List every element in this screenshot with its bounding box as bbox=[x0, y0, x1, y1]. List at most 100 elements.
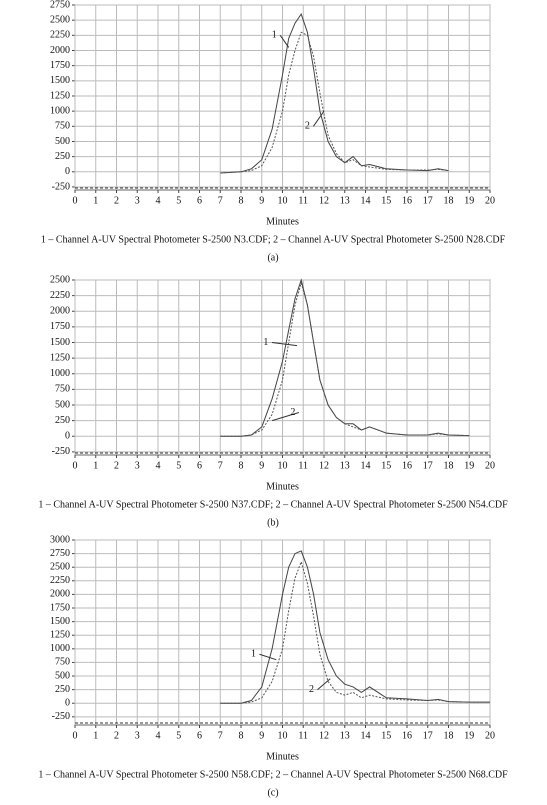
x-tick-label: 9 bbox=[259, 195, 264, 206]
x-axis-title: Minutes bbox=[266, 751, 299, 762]
y-tick-label: 3000 bbox=[50, 534, 70, 545]
x-tick-label: 7 bbox=[218, 730, 223, 741]
annotation-leader bbox=[312, 110, 325, 127]
x-tick-label: 16 bbox=[402, 460, 412, 471]
y-tick-label: 1500 bbox=[50, 337, 70, 348]
x-tick-label: 14 bbox=[361, 730, 371, 741]
x-tick-label: 11 bbox=[298, 195, 308, 206]
x-tick-label: 19 bbox=[464, 730, 474, 741]
x-axis-title: Minutes bbox=[266, 216, 299, 227]
y-tick-label: 250 bbox=[55, 151, 70, 162]
x-tick-label: 8 bbox=[239, 730, 244, 741]
y-tick-label: 500 bbox=[55, 399, 70, 410]
y-tick-label: 0 bbox=[65, 166, 70, 177]
y-tick-label: 1500 bbox=[50, 616, 70, 627]
x-tick-label: 13 bbox=[340, 730, 350, 741]
x-tick-label: 15 bbox=[381, 730, 391, 741]
x-tick-label: 10 bbox=[278, 460, 288, 471]
caption: 1 – Channel A-UV Spectral Photometer S-2… bbox=[38, 769, 508, 780]
x-tick-label: 8 bbox=[239, 460, 244, 471]
caption: 1 – Channel A-UV Spectral Photometer S-2… bbox=[41, 234, 506, 245]
x-tick-label: 2 bbox=[114, 195, 119, 206]
y-tick-label: 2000 bbox=[50, 589, 70, 600]
x-tick-label: 19 bbox=[464, 195, 474, 206]
y-tick-label: 0 bbox=[65, 431, 70, 442]
annotation-leader bbox=[271, 412, 300, 422]
y-tick-label: 1250 bbox=[50, 352, 70, 363]
x-tick-label: 11 bbox=[298, 730, 308, 741]
annotation-leader bbox=[271, 342, 298, 347]
x-tick-label: 17 bbox=[423, 730, 433, 741]
x-tick-label: 18 bbox=[444, 195, 454, 206]
x-tick-label: 18 bbox=[444, 730, 454, 741]
x-tick-label: 15 bbox=[381, 195, 391, 206]
y-tick-label: 2500 bbox=[50, 274, 70, 285]
x-tick-label: 14 bbox=[361, 195, 371, 206]
y-tick-label: -250 bbox=[52, 181, 70, 192]
y-tick-label: 500 bbox=[55, 136, 70, 147]
x-tick-label: 3 bbox=[135, 195, 140, 206]
annotation: 1 bbox=[272, 30, 277, 41]
x-tick-label: 9 bbox=[259, 730, 264, 741]
x-tick-label: 13 bbox=[340, 460, 350, 471]
x-tick-label: 5 bbox=[176, 730, 181, 741]
x-tick-label: 4 bbox=[156, 730, 161, 741]
x-tick-label: 16 bbox=[402, 730, 412, 741]
y-tick-label: 1000 bbox=[50, 643, 70, 654]
y-tick-label: 750 bbox=[55, 384, 70, 395]
panel-label: (a) bbox=[267, 252, 278, 263]
y-tick-label: 500 bbox=[55, 670, 70, 681]
y-tick-label: 2500 bbox=[50, 562, 70, 573]
x-tick-label: 5 bbox=[176, 460, 181, 471]
annotation-leader bbox=[317, 678, 331, 691]
y-tick-label: 1250 bbox=[50, 630, 70, 641]
x-tick-label: 9 bbox=[259, 460, 264, 471]
y-tick-label: 1750 bbox=[50, 602, 70, 613]
x-tick-label: 20 bbox=[485, 460, 495, 471]
y-tick-label: 1000 bbox=[50, 105, 70, 116]
x-tick-label: 4 bbox=[156, 195, 161, 206]
x-tick-label: 17 bbox=[423, 195, 433, 206]
x-tick-label: 7 bbox=[218, 195, 223, 206]
x-tick-label: 5 bbox=[176, 195, 181, 206]
annotation: 1 bbox=[263, 337, 268, 348]
x-tick-label: 2 bbox=[114, 460, 119, 471]
annotation-leader bbox=[259, 653, 277, 661]
x-tick-label: 6 bbox=[197, 195, 202, 206]
y-tick-label: 750 bbox=[55, 657, 70, 668]
y-tick-label: 0 bbox=[65, 698, 70, 709]
y-tick-label: 250 bbox=[55, 684, 70, 695]
x-tick-label: 12 bbox=[319, 195, 329, 206]
x-tick-label: 11 bbox=[298, 460, 308, 471]
x-tick-label: 1 bbox=[93, 730, 98, 741]
annotation: 2 bbox=[309, 684, 314, 695]
x-tick-label: 16 bbox=[402, 195, 412, 206]
y-tick-label: 750 bbox=[55, 121, 70, 132]
y-tick-label: 2250 bbox=[50, 575, 70, 586]
y-tick-label: 250 bbox=[55, 415, 70, 426]
series-line bbox=[220, 281, 470, 437]
y-tick-label: 1000 bbox=[50, 368, 70, 379]
x-tick-label: 19 bbox=[464, 460, 474, 471]
x-tick-label: 3 bbox=[135, 730, 140, 741]
panel-label: (c) bbox=[267, 787, 278, 798]
x-tick-label: 20 bbox=[485, 195, 495, 206]
x-tick-label: 14 bbox=[361, 460, 371, 471]
y-tick-label: 2250 bbox=[50, 290, 70, 301]
x-tick-label: 17 bbox=[423, 460, 433, 471]
x-tick-label: 1 bbox=[93, 460, 98, 471]
x-tick-label: 12 bbox=[319, 730, 329, 741]
y-tick-label: 2750 bbox=[50, 0, 70, 10]
x-tick-label: 20 bbox=[485, 730, 495, 741]
x-tick-label: 18 bbox=[444, 460, 454, 471]
x-tick-label: 10 bbox=[278, 730, 288, 741]
y-tick-label: -250 bbox=[52, 446, 70, 457]
x-axis-title: Minutes bbox=[266, 481, 299, 492]
annotation: 2 bbox=[305, 121, 310, 132]
x-tick-label: 4 bbox=[156, 460, 161, 471]
y-tick-label: -250 bbox=[52, 711, 70, 722]
x-tick-label: 0 bbox=[73, 730, 78, 741]
caption: 1 – Channel A-UV Spectral Photometer S-2… bbox=[38, 499, 508, 510]
x-tick-label: 15 bbox=[381, 460, 391, 471]
